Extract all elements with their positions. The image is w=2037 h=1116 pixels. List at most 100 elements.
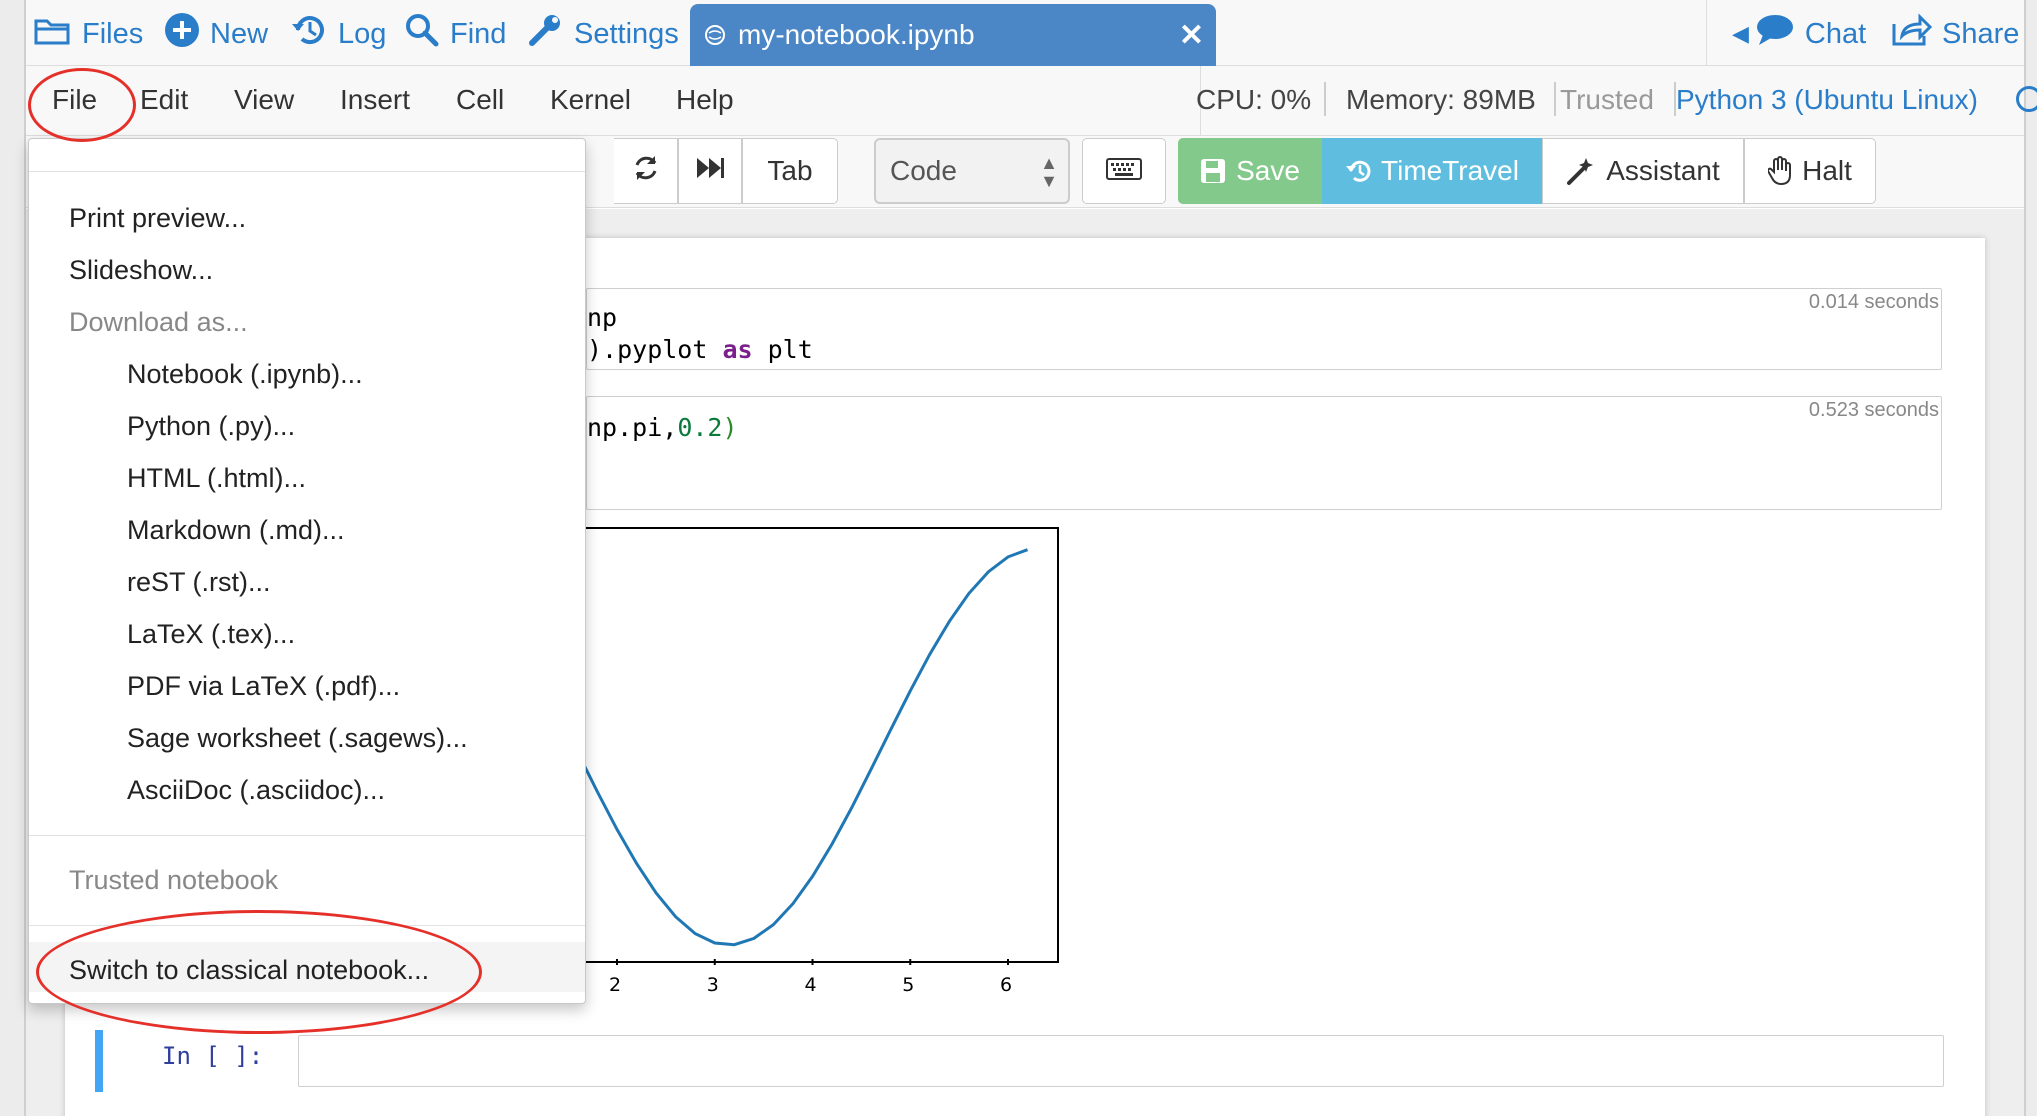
assistant-button[interactable]: Assistant <box>1542 138 1744 204</box>
fast-forward-icon <box>695 155 725 187</box>
menu-download-rst[interactable]: reST (.rst)... <box>127 567 271 597</box>
code-cell-input[interactable]: np.pi,0.2) 0.523 seconds <box>586 396 1942 510</box>
history-icon <box>1345 157 1373 185</box>
x-tick-label: 4 <box>804 974 817 996</box>
menu-download-as-header: Download as... <box>69 307 248 337</box>
chat-label: Chat <box>1804 17 1867 50</box>
tab-button-label: Tab <box>767 155 813 186</box>
keyboard-icon <box>1106 155 1142 187</box>
chat-button[interactable]: ◀ Chat <box>1732 14 1866 54</box>
tab-button[interactable]: Tab <box>742 138 838 204</box>
new-button[interactable]: New <box>164 13 269 54</box>
new-label: New <box>210 17 269 50</box>
menu-help[interactable]: Help <box>676 84 734 115</box>
code-line: np.pi,0.2) <box>587 413 738 442</box>
find-label: Find <box>450 17 507 50</box>
kernel-name[interactable]: Python 3 (Ubuntu Linux) <box>1676 84 1978 115</box>
save-button[interactable]: Save <box>1178 138 1322 204</box>
run-all-button[interactable] <box>678 138 742 204</box>
menu-trusted-notebook: Trusted notebook <box>69 865 279 895</box>
series-line-cos <box>421 547 1029 947</box>
status-separator <box>1324 82 1326 116</box>
menu-divider <box>29 171 585 172</box>
top-divider <box>1706 0 1707 66</box>
tab-my-notebook[interactable]: my-notebook.ipynb ✕ <box>690 4 1216 66</box>
settings-button[interactable]: Settings <box>526 14 679 54</box>
menu-divider <box>29 925 585 926</box>
log-button[interactable]: Log <box>290 14 386 54</box>
menu-slideshow[interactable]: Slideshow... <box>69 255 214 285</box>
menu-kernel[interactable]: Kernel <box>550 84 631 115</box>
x-tick-label: 3 <box>706 974 719 996</box>
menu-download-ipynb[interactable]: Notebook (.ipynb)... <box>127 359 363 389</box>
window-frame-right <box>2024 0 2037 1116</box>
empty-cell-input[interactable] <box>298 1035 1944 1087</box>
code-cell-input[interactable]: np ).pyplot as plt 0.014 seconds <box>586 288 1942 370</box>
floppy-icon <box>1200 158 1226 184</box>
menu-file[interactable]: File <box>52 84 98 115</box>
menu-download-pdf[interactable]: PDF via LaTeX (.pdf)... <box>127 671 401 701</box>
plot-svg <box>421 547 1029 965</box>
cpu-status: CPU: 0% <box>1196 84 1312 115</box>
menu-edit[interactable]: Edit <box>140 84 189 115</box>
memory-status: Memory: 89MB <box>1346 84 1536 115</box>
files-button[interactable]: Files <box>34 14 143 54</box>
wrench-icon <box>526 11 564 57</box>
magic-wand-icon <box>1566 156 1596 186</box>
close-icon[interactable]: ✕ <box>1178 19 1204 52</box>
menu-print-preview[interactable]: Print preview... <box>69 203 247 233</box>
cell-prompt: In [ ]: <box>162 1042 264 1070</box>
share-icon <box>1890 12 1933 56</box>
restart-button[interactable] <box>614 138 678 204</box>
select-arrows-icon: ▲ ▼ <box>1040 153 1058 191</box>
menu-download-html[interactable]: HTML (.html)... <box>127 463 306 493</box>
comment-icon <box>1755 13 1795 55</box>
search-icon <box>404 12 440 56</box>
menu-cell[interactable]: Cell <box>456 84 505 115</box>
menu-download-py[interactable]: Python (.py)... <box>127 411 296 441</box>
menu-download-sagews[interactable]: Sage worksheet (.sagews)... <box>127 723 468 753</box>
kernel-status-icon <box>2016 86 2037 112</box>
exec-time: 0.014 seconds <box>1808 291 1939 313</box>
menu-download-tex[interactable]: LaTeX (.tex)... <box>127 619 296 649</box>
find-button[interactable]: Find <box>404 14 506 54</box>
code-line: ).pyplot as plt <box>587 335 813 364</box>
menu-switch-classical[interactable]: Switch to classical notebook... <box>69 955 430 985</box>
refresh-icon <box>631 153 661 190</box>
halt-button[interactable]: Halt <box>1744 138 1876 204</box>
folder-icon <box>34 15 72 53</box>
cell-type-select[interactable]: Code ▲ ▼ <box>874 138 1070 204</box>
menu-download-md[interactable]: Markdown (.md)... <box>127 515 345 545</box>
timetravel-button[interactable]: TimeTravel <box>1322 138 1542 204</box>
x-tick-label: 2 <box>609 974 622 996</box>
x-tick-label: 6 <box>1000 974 1013 996</box>
halt-label: Halt <box>1802 155 1852 186</box>
history-icon <box>290 12 328 56</box>
menu-bar: File Edit View Insert Cell Kernel Help C… <box>26 66 2037 136</box>
ipynb-file-icon <box>704 24 726 46</box>
menu-download-asciidoc[interactable]: AsciiDoc (.asciidoc)... <box>127 775 386 805</box>
menu-insert[interactable]: Insert <box>340 84 411 115</box>
x-tick-label: 5 <box>902 974 915 996</box>
settings-label: Settings <box>574 17 679 50</box>
tab-title: my-notebook.ipynb <box>738 19 975 50</box>
status-separator <box>1674 82 1676 116</box>
code-line: np <box>587 303 618 332</box>
timetravel-label: TimeTravel <box>1381 155 1519 186</box>
file-menu-dropdown: Print preview... Slideshow... Download a… <box>28 138 586 1004</box>
plot-axes <box>421 527 1059 965</box>
trusted-status[interactable]: Trusted <box>1560 84 1654 115</box>
exec-time: 0.523 seconds <box>1808 399 1939 421</box>
selected-cell-indicator <box>95 1030 103 1092</box>
files-label: Files <box>82 17 144 50</box>
log-label: Log <box>338 17 387 50</box>
assistant-label: Assistant <box>1606 155 1720 186</box>
share-button[interactable]: Share <box>1890 12 2020 56</box>
top-bar: Files New Log Find Settings my-notebook.… <box>26 0 2024 66</box>
menu-view[interactable]: View <box>234 84 295 115</box>
keyboard-button[interactable] <box>1082 138 1166 204</box>
share-label: Share <box>1942 17 2020 50</box>
status-separator <box>1554 82 1556 116</box>
menu-hover-highlight <box>29 942 585 992</box>
save-label: Save <box>1236 155 1300 186</box>
